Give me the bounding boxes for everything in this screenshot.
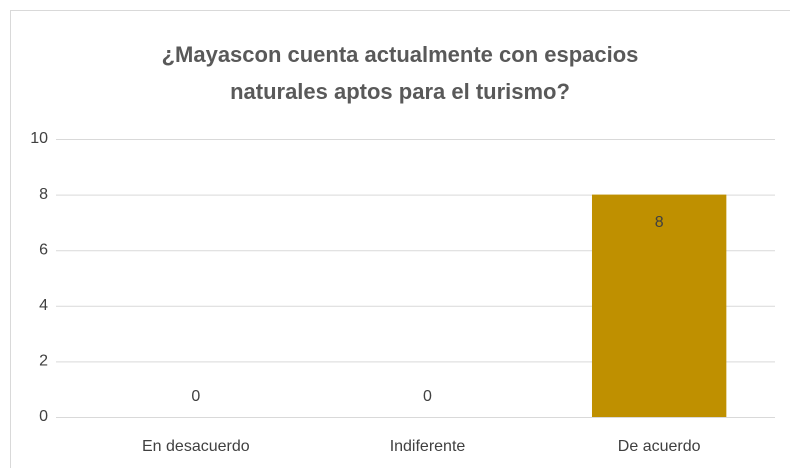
bar [591, 194, 727, 417]
data-label: 0 [423, 388, 432, 405]
y-tick-label: 2 [39, 353, 48, 370]
data-label: 8 [655, 214, 664, 231]
data-label: 0 [191, 388, 200, 405]
y-tick-label: 6 [39, 241, 48, 258]
y-tick-label: 8 [39, 186, 48, 203]
x-tick-label: En desacuerdo [142, 438, 250, 455]
x-tick-label: De acuerdo [618, 438, 701, 455]
y-tick-label: 0 [39, 408, 48, 425]
x-tick-label: Indiferente [390, 438, 466, 455]
y-tick-label: 10 [30, 130, 48, 147]
chart-title: ¿Mayascon cuenta actualmente con espacio… [161, 42, 639, 104]
y-tick-label: 4 [39, 297, 48, 314]
